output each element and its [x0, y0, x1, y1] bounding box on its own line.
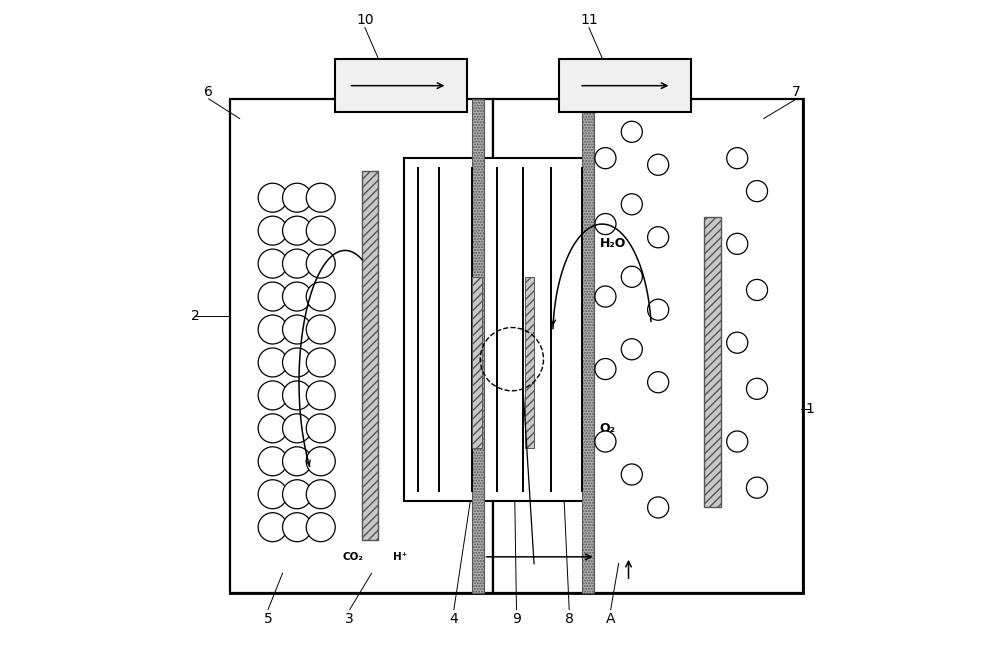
Circle shape [648, 497, 669, 518]
Text: H⁺: H⁺ [393, 552, 407, 562]
Text: O₂: O₂ [599, 422, 615, 435]
Circle shape [283, 249, 312, 278]
Circle shape [283, 447, 312, 476]
Text: 3: 3 [345, 612, 354, 627]
Circle shape [306, 480, 335, 509]
Circle shape [621, 194, 642, 215]
Circle shape [746, 378, 768, 399]
Circle shape [306, 381, 335, 410]
Circle shape [595, 431, 616, 452]
Bar [335, 59, 467, 112]
Text: 8: 8 [565, 612, 574, 627]
Circle shape [283, 414, 312, 443]
Text: e⁻: e⁻ [612, 68, 625, 78]
Circle shape [283, 348, 312, 377]
Text: A: A [606, 612, 615, 627]
Circle shape [258, 282, 287, 311]
Bar [362, 171, 378, 540]
Bar [559, 59, 691, 112]
Text: e⁻: e⁻ [382, 68, 394, 78]
Text: 6: 6 [204, 85, 213, 100]
Circle shape [258, 447, 287, 476]
Text: 1: 1 [805, 401, 814, 416]
Circle shape [621, 339, 642, 360]
Circle shape [306, 348, 335, 377]
Text: 4: 4 [449, 612, 458, 627]
Circle shape [283, 480, 312, 509]
Circle shape [595, 286, 616, 307]
Circle shape [727, 233, 748, 254]
Circle shape [306, 414, 335, 443]
Circle shape [727, 431, 748, 452]
Circle shape [283, 183, 312, 212]
Circle shape [746, 477, 768, 498]
Circle shape [595, 148, 616, 169]
Circle shape [258, 480, 287, 509]
Text: 5: 5 [264, 612, 272, 627]
Circle shape [306, 216, 335, 245]
Circle shape [283, 315, 312, 344]
Bar [472, 277, 482, 448]
Circle shape [621, 464, 642, 485]
Circle shape [648, 299, 669, 320]
Circle shape [283, 282, 312, 311]
Circle shape [283, 513, 312, 542]
Text: 11: 11 [580, 13, 598, 27]
Circle shape [306, 315, 335, 344]
Circle shape [648, 372, 669, 393]
Circle shape [258, 216, 287, 245]
Text: H₂O: H₂O [600, 237, 627, 250]
Circle shape [258, 249, 287, 278]
Circle shape [258, 381, 287, 410]
Text: 9: 9 [512, 612, 521, 627]
Circle shape [648, 154, 669, 175]
Bar [704, 217, 721, 507]
Circle shape [258, 183, 287, 212]
Circle shape [283, 216, 312, 245]
Circle shape [727, 332, 748, 353]
Bar [472, 99, 484, 593]
Circle shape [283, 381, 312, 410]
Circle shape [306, 282, 335, 311]
Circle shape [621, 121, 642, 142]
Circle shape [258, 414, 287, 443]
Circle shape [595, 214, 616, 235]
Circle shape [306, 447, 335, 476]
Circle shape [595, 358, 616, 380]
Bar [404, 158, 592, 501]
Text: 2: 2 [191, 309, 200, 324]
Circle shape [306, 183, 335, 212]
Bar [230, 99, 493, 593]
Text: CO₂: CO₂ [343, 552, 363, 562]
Bar [525, 277, 534, 448]
Bar [493, 99, 803, 593]
Bar [582, 99, 594, 593]
Circle shape [306, 249, 335, 278]
Circle shape [621, 266, 642, 287]
Circle shape [258, 315, 287, 344]
Text: 7: 7 [792, 85, 801, 100]
Circle shape [727, 148, 748, 169]
Circle shape [746, 279, 768, 301]
Circle shape [258, 348, 287, 377]
Text: 10: 10 [356, 13, 374, 27]
Circle shape [306, 513, 335, 542]
Circle shape [258, 513, 287, 542]
Bar [230, 99, 803, 593]
Circle shape [746, 181, 768, 202]
Circle shape [648, 227, 669, 248]
